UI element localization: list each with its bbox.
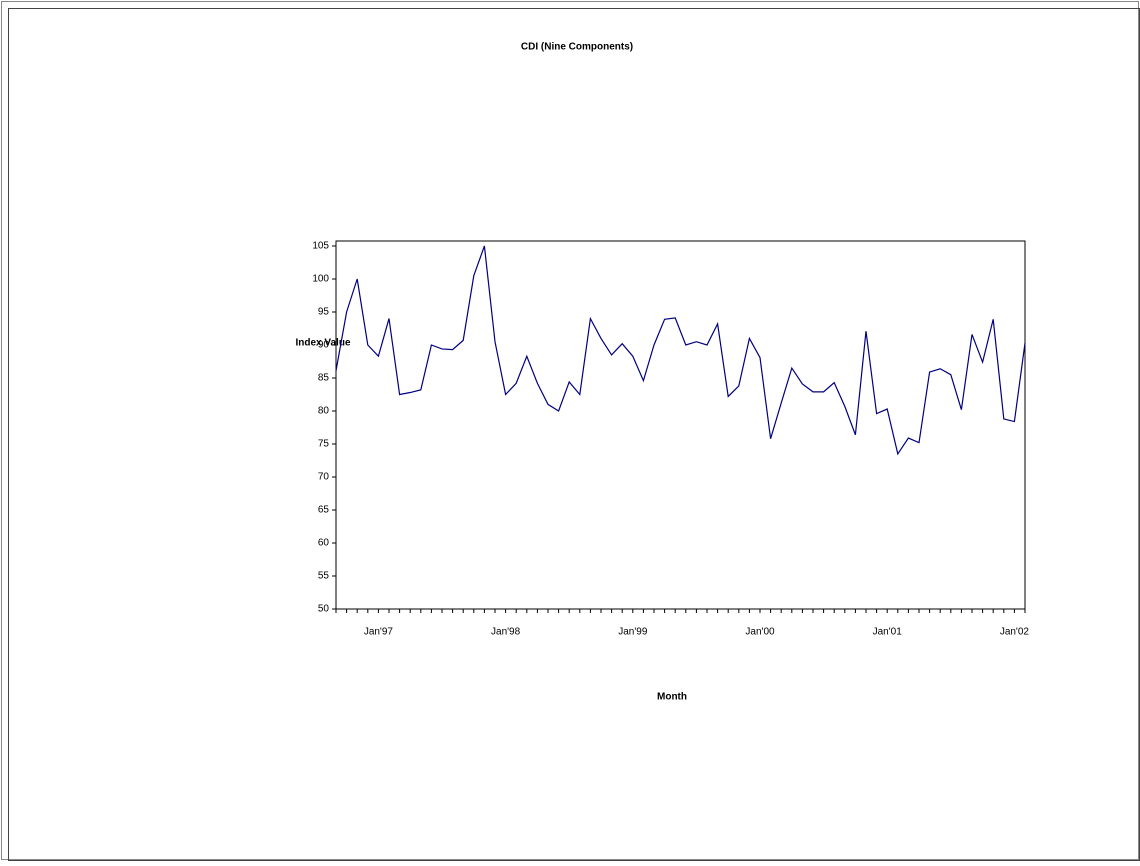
y-tick-label: 90 [318, 340, 330, 351]
y-tick-label: 50 [318, 604, 330, 615]
y-tick-label: 65 [318, 505, 330, 516]
y-tick-label: 75 [318, 439, 330, 450]
y-tick-label: 80 [318, 406, 330, 417]
y-tick-label: 95 [318, 307, 330, 318]
y-axis-label: Index Value [295, 338, 350, 349]
x-tick-label: Jan'97 [364, 627, 394, 638]
x-tick-label: Jan'98 [491, 627, 521, 638]
y-tick-label: 60 [318, 538, 330, 549]
y-tick-label: 100 [312, 274, 329, 285]
y-tick-label: 55 [318, 571, 330, 582]
x-axis-label: Month [657, 692, 687, 703]
x-tick-label: Jan'01 [873, 627, 903, 638]
x-tick-label: Jan'00 [745, 627, 775, 638]
data-line [335, 245, 1026, 456]
chart-frame [8, 8, 1140, 861]
x-tick-label: Jan'02 [1000, 627, 1030, 638]
x-tick-label: Jan'99 [618, 627, 648, 638]
y-tick-label: 105 [312, 241, 329, 252]
plot-frame [335, 240, 1026, 610]
y-tick-label: 85 [318, 373, 330, 384]
y-tick-label: 70 [318, 472, 330, 483]
chart-title: CDI (Nine Components) [521, 42, 633, 53]
